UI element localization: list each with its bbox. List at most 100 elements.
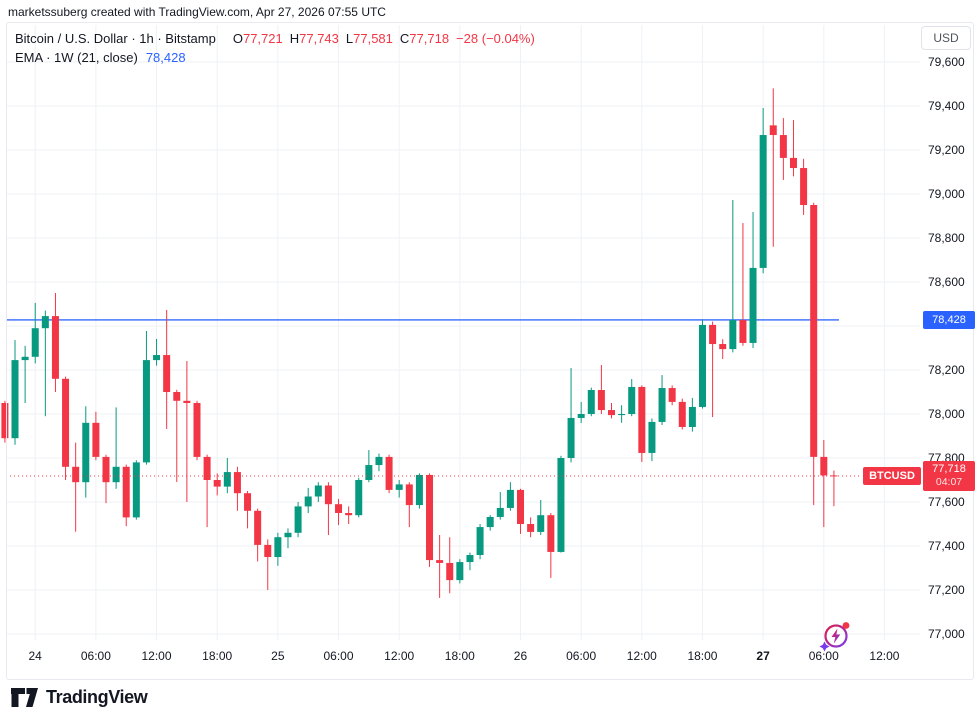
ai-technicals-button[interactable] [818,618,854,654]
tradingview-wordmark: TradingView [46,687,148,707]
price-axis-label: 78,800 [928,231,965,245]
close-label: C [399,31,410,46]
candle-body [628,386,636,414]
candle-body [122,466,130,518]
low-label: L [345,31,354,46]
candle-body [132,462,140,518]
candle-body [830,475,838,477]
candle-body [72,466,80,483]
candle-body [415,474,423,506]
candle-body [426,474,434,561]
candle-body [567,417,575,458]
candle-countdown: 04:07 [935,476,963,488]
time-axis-label: 12:00 [141,649,172,663]
time-axis-label: 25 [271,649,285,663]
time-axis-label: 06:00 [80,649,111,663]
candle-body [496,507,504,517]
indicator-value: 78,428 [145,50,186,65]
candle-body [233,472,241,494]
change-value: −28 (−0.04%) [456,31,535,46]
price-axis-label: 79,600 [928,55,965,69]
price-axis-label: 78,000 [928,407,965,421]
candle-body [324,485,332,505]
high-value: 77,743 [299,31,339,46]
candle-body [688,406,696,427]
price-axis-label: 77,400 [928,539,965,553]
candle-body [102,456,110,483]
candle-body [365,465,373,480]
time-axis-label: 27 [756,649,770,663]
open-value: 77,721 [242,31,283,46]
candle-body [800,168,808,205]
candle-body [31,328,39,357]
indicator-title: EMA · 1W (21, close) [15,50,138,65]
close-value: 77,718 [409,31,450,46]
time-axis-label: 12:00 [626,649,657,663]
indicator-legend-row[interactable]: EMA · 1W (21, close) 78,428 [15,48,535,67]
candle-body [213,480,221,487]
candle-body [608,410,615,416]
chart-legend: Bitcoin / U.S. Dollar · 1h · Bitstamp O77… [15,29,535,67]
candle-body [638,386,646,453]
time-axis-label: 12:00 [869,649,900,663]
candle-body [517,489,525,524]
time-axis-label: 18:00 [202,649,233,663]
candle-body [314,485,322,497]
candle-body [698,324,706,407]
price-axis-label: 78,200 [928,363,965,377]
candle-body [405,484,413,506]
candle-body [678,401,686,427]
symbol-title: Bitcoin / U.S. Dollar · 1h · Bitstamp [15,31,216,46]
attribution-text: marketssuberg created with TradingView.c… [8,5,386,19]
candle-body [193,403,201,457]
candle-body [486,516,494,528]
tradingview-logo[interactable]: TradingView [10,687,148,708]
candle-body [203,456,211,480]
symbol-legend-row[interactable]: Bitcoin / U.S. Dollar · 1h · Bitstamp O77… [15,29,535,48]
time-axis-label: 06:00 [323,649,354,663]
lightning-circle-ai-icon [819,622,850,652]
ema-price-badge: 78,428 [923,311,975,329]
candle-body [729,320,737,350]
candle-body [668,388,676,402]
candle-body [719,344,727,350]
price-axis-label: 78,600 [928,275,965,289]
candle-body [153,355,161,361]
candle-body [810,205,818,457]
candle-body [223,472,231,487]
candle-body [527,524,535,532]
candle-body [476,527,484,556]
candle-body [648,421,656,453]
candle-body [466,555,474,563]
time-axis-label: 26 [513,649,528,663]
candle-body [345,513,353,516]
candle-body [51,316,59,379]
currency-usd-button[interactable]: USD [921,26,971,50]
candle-body [547,515,555,552]
symbol-price-tag: BTCUSD [863,467,921,485]
candle-body [779,135,787,158]
low-value: 77,581 [353,31,393,46]
candle-body [82,422,90,483]
candle-body [173,392,181,401]
candle-body [294,506,302,533]
tradingview-logo-icon [11,688,38,707]
price-axis-label: 79,000 [928,187,965,201]
high-label: H [289,31,300,46]
candle-body [284,532,292,538]
candle-body [577,414,585,418]
time-axis-label: 24 [28,649,42,663]
candle-body [335,504,343,513]
last-price-badge: 77,718 04:07 [923,461,975,491]
price-axis-label: 77,000 [928,627,965,641]
price-axis-label: 77,600 [928,495,965,509]
candle-body [355,480,363,516]
candle-body [789,157,797,169]
candle-body [587,390,595,414]
candle-body [749,267,757,343]
time-axis-label: 12:00 [384,649,415,663]
candle-body [456,562,464,581]
time-axis-label: 06:00 [808,649,839,663]
